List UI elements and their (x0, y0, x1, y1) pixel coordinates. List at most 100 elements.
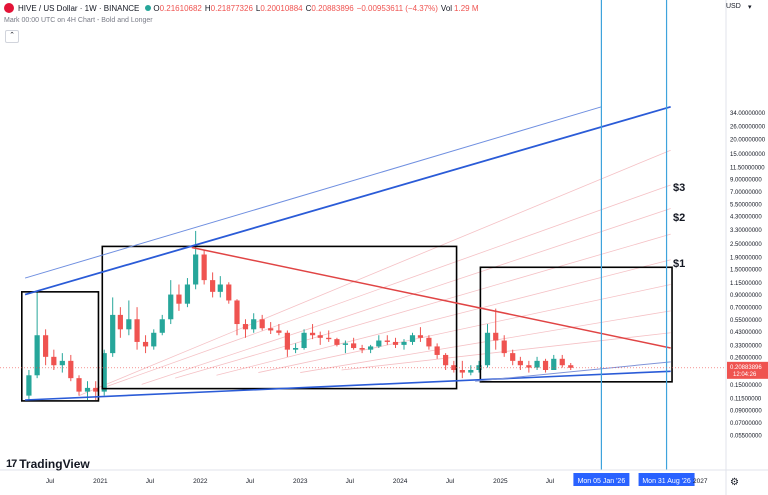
candle-body (401, 341, 407, 345)
candle-body (568, 365, 574, 368)
time-tick-label: Jul (46, 478, 55, 485)
candle-body (259, 319, 265, 329)
candle-body (510, 353, 516, 361)
candle-body (68, 360, 74, 379)
ohlc-close: 0.20883896 (311, 3, 354, 13)
ohlc-open: 0.21610682 (159, 3, 202, 13)
price-tick-label: 34.00000000 (730, 111, 766, 117)
candle-body (476, 365, 482, 370)
date-badge-label: Mon 31 Aug '26 (642, 478, 691, 485)
indicator-subtitle: Mark 00:00 UTC on 4H Chart - Bold and Lo… (4, 17, 153, 24)
ohlc-close-label: C (305, 3, 312, 13)
candle-body (210, 280, 216, 292)
candle-body (351, 343, 357, 349)
candle-body (301, 332, 307, 349)
ohlc-low: 0.20010884 (260, 3, 303, 13)
candle-body (292, 348, 299, 350)
candle-body (176, 294, 182, 304)
current-price-countdown: 12:04:26 (733, 372, 757, 378)
candle-body (309, 332, 316, 336)
volume-label: Vol (440, 3, 453, 13)
candle-body (526, 365, 532, 368)
tradingview-logo[interactable]: 17 TradingView (6, 457, 90, 471)
date-badge-label: Mon 05 Jan '26 (578, 478, 626, 485)
candle-body (34, 335, 40, 376)
time-tick-label: Jul (246, 478, 255, 485)
time-tick-label: 2022 (193, 478, 208, 485)
fan-line (78, 149, 671, 396)
candle-body (392, 341, 399, 345)
candle-body (326, 337, 332, 340)
candle-body (234, 300, 240, 325)
price-tick-label: 15.00000000 (730, 152, 766, 158)
time-tick-label: Jul (146, 478, 155, 485)
time-tick-label: Jul (446, 478, 455, 485)
gear-icon[interactable]: ⚙ (730, 477, 739, 488)
candle-body (493, 332, 499, 341)
price-tick-label: 11.50000000 (730, 165, 765, 171)
candle-body (276, 330, 282, 333)
candle-body (193, 254, 199, 285)
ohlc-low-label: L (255, 3, 261, 13)
candle-body (468, 370, 474, 373)
candle-body (84, 387, 91, 392)
candle-body (226, 284, 232, 301)
trend-line-blue-top (24, 105, 671, 296)
candle-body (434, 346, 440, 355)
price-tick-label: 0.70000000 (730, 306, 762, 312)
price-tick-label: 0.07000000 (730, 421, 762, 427)
candle-body (110, 314, 116, 354)
candle-body (268, 328, 274, 331)
candle-body (142, 341, 149, 347)
candle-body (384, 340, 390, 342)
time-tick-label: 2021 (93, 478, 108, 485)
candle-body (484, 332, 491, 366)
ohlc-high-label: H (204, 3, 211, 13)
price-tick-label: 9.00000000 (730, 178, 762, 184)
candle-body (417, 335, 424, 338)
fan-lines (78, 149, 671, 396)
candle-body (101, 353, 107, 392)
candle-body (542, 360, 549, 370)
candle-body (217, 284, 223, 292)
price-target-annotation: $3 (673, 182, 685, 194)
candle-body (443, 354, 449, 366)
price-tick-label: 4.30000000 (730, 215, 762, 221)
candle-body (126, 319, 132, 330)
tradingview-logo-text: TradingView (19, 457, 90, 471)
collapse-legend-button[interactable]: ⌃ (5, 30, 19, 43)
fan-line (102, 184, 671, 389)
candle-body (59, 360, 65, 366)
candle-body (368, 346, 374, 350)
currency-selector[interactable]: USD (726, 3, 741, 10)
fan-line (258, 284, 671, 373)
candle-body (117, 314, 123, 330)
candle-body (409, 335, 416, 342)
candle-body (159, 319, 165, 333)
price-target-annotation: $2 (673, 212, 685, 224)
symbol-title[interactable]: HIVE / US Dollar · 1W · BINANCE (18, 3, 140, 13)
candle-body (426, 337, 432, 347)
vertical-markers: Mon 05 Jan '26 Mon 31 Aug '26 (573, 0, 695, 486)
candle-body (501, 340, 507, 354)
chevron-up-icon: ⌃ (9, 32, 15, 39)
tradingview-mark-icon: 17 (6, 458, 17, 470)
price-tick-label: 0.11500000 (730, 396, 762, 402)
market-status-icon (145, 5, 152, 11)
time-tick-label: Jul (546, 478, 555, 485)
candle-body (284, 332, 290, 350)
chevron-down-icon[interactable]: ▾ (748, 4, 752, 11)
candle-body (534, 360, 540, 368)
candle-body (151, 332, 157, 347)
candle-body (342, 343, 349, 345)
price-target-annotation: $1 (673, 258, 685, 270)
price-tick-label: 7.00000000 (730, 190, 762, 196)
current-price-badge (727, 361, 768, 379)
fan-line (175, 233, 671, 379)
ohlc-change: −0.00953611 (−4.37%) (356, 3, 438, 13)
candle-body (134, 319, 140, 342)
candle-body (459, 370, 465, 373)
price-tick-label: 0.55000000 (730, 318, 762, 324)
